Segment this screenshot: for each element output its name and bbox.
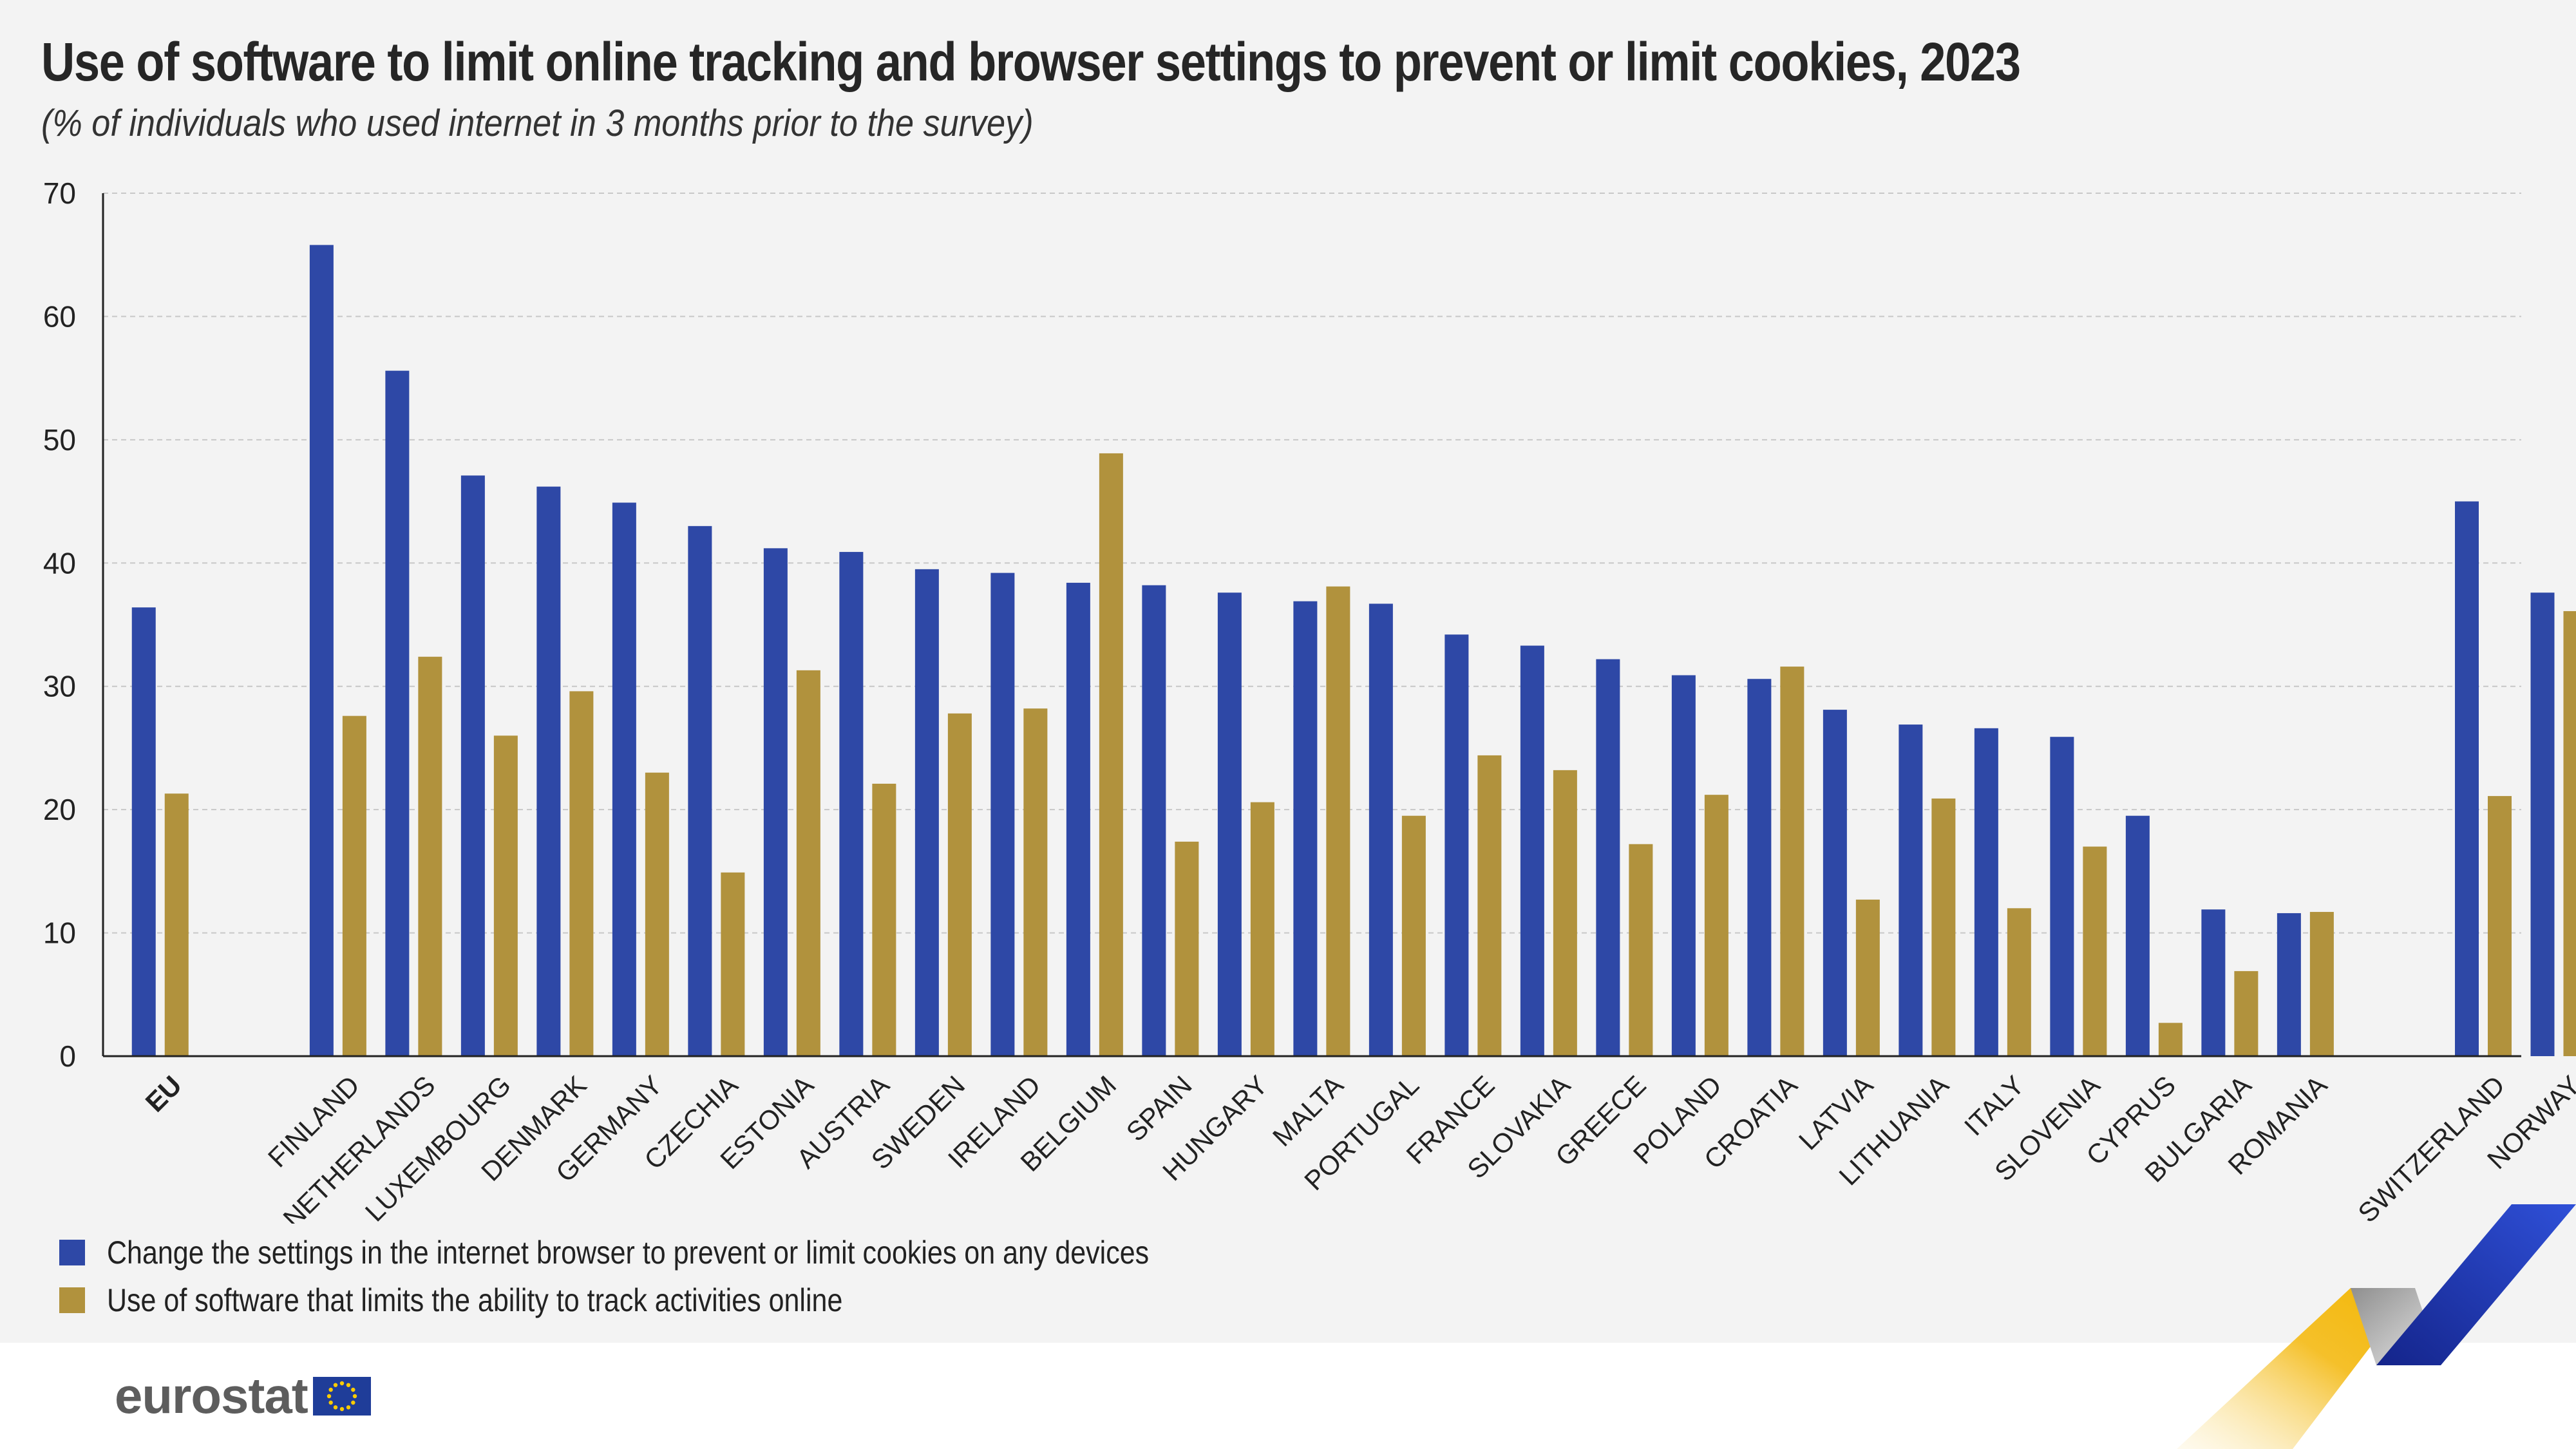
bar-portugal-series-1 xyxy=(1368,603,1393,1056)
bar-czechia-series-1 xyxy=(688,526,712,1056)
bar-ireland-series-1 xyxy=(990,573,1015,1056)
y-tick-label: 50 xyxy=(43,423,76,457)
flag-star xyxy=(328,1387,333,1392)
bar-greece-series-1 xyxy=(1596,659,1620,1056)
bar-croatia-series-2 xyxy=(1780,667,1804,1056)
bar-malta-series-1 xyxy=(1293,601,1318,1056)
bar-hungary-series-2 xyxy=(1250,802,1274,1056)
y-tick-label: 30 xyxy=(43,670,76,703)
bar-estonia-series-2 xyxy=(796,670,820,1056)
chart-subtitle: (% of individuals who used internet in 3… xyxy=(41,102,1034,144)
flag-star xyxy=(339,1381,344,1385)
bar-eu-series-1 xyxy=(131,607,156,1056)
bar-ireland-series-2 xyxy=(1023,708,1048,1056)
bar-germany-series-1 xyxy=(612,502,636,1056)
bar-switzerland-series-1 xyxy=(2455,501,2479,1056)
bar-lithuania-series-2 xyxy=(1931,798,1956,1056)
bar-romania-series-1 xyxy=(2277,913,2301,1056)
bar-latvia-series-2 xyxy=(1855,899,1880,1056)
flag-star xyxy=(333,1405,337,1410)
bar-slovenia-series-1 xyxy=(2050,737,2074,1056)
bar-estonia-series-1 xyxy=(763,548,788,1056)
flag-star xyxy=(352,1394,357,1398)
eurostat-logo: eurostat xyxy=(115,1367,371,1425)
yellow-chevron xyxy=(2177,1288,2415,1449)
bar-denmark-series-1 xyxy=(536,486,561,1056)
y-tick-label: 0 xyxy=(59,1039,76,1073)
bar-france-series-2 xyxy=(1477,755,1502,1056)
bar-austria-series-1 xyxy=(839,552,864,1056)
legend: Change the settings in the internet brow… xyxy=(59,1229,1319,1324)
bar-switzerland-series-2 xyxy=(2488,796,2512,1056)
flag-star xyxy=(350,1387,355,1392)
y-tick-label: 40 xyxy=(43,546,76,580)
bar-cyprus-series-1 xyxy=(2125,815,2150,1056)
bar-latvia-series-1 xyxy=(1823,710,1847,1056)
bar-hungary-series-1 xyxy=(1217,592,1242,1056)
bar-greece-series-2 xyxy=(1629,844,1653,1056)
bar-luxembourg-series-1 xyxy=(460,475,485,1056)
bar-spain-series-1 xyxy=(1142,585,1166,1056)
flag-star xyxy=(339,1406,344,1411)
legend-label-tracking-software: Use of software that limits the ability … xyxy=(107,1282,843,1318)
bar-luxembourg-series-2 xyxy=(493,735,518,1056)
bar-germany-series-2 xyxy=(645,772,669,1056)
legend-item-browser-settings: Change the settings in the internet brow… xyxy=(59,1229,1319,1276)
bar-czechia-series-2 xyxy=(721,872,745,1056)
flag-star xyxy=(328,1400,333,1405)
bar-belgium-series-2 xyxy=(1099,453,1123,1056)
bars xyxy=(131,245,2576,1056)
bar-poland-series-1 xyxy=(1671,675,1696,1056)
y-axis-ticks: 0 10 20 30 40 50 60 70 xyxy=(43,176,76,1073)
legend-label-browser-settings: Change the settings in the internet brow… xyxy=(107,1235,1150,1271)
flag-star xyxy=(333,1382,337,1387)
bar-france-series-1 xyxy=(1444,634,1469,1056)
bar-finland-series-1 xyxy=(309,245,334,1056)
legend-swatch-blue xyxy=(59,1240,85,1265)
bar-netherlands-series-1 xyxy=(385,370,410,1056)
bar-slovenia-series-2 xyxy=(2083,846,2107,1056)
bar-cyprus-series-2 xyxy=(2158,1023,2183,1056)
bar-malta-series-2 xyxy=(1326,586,1350,1056)
legend-swatch-gold xyxy=(59,1287,85,1313)
blue-chevron xyxy=(2376,1204,2576,1365)
footer-band xyxy=(0,1343,2576,1449)
bar-sweden-series-1 xyxy=(914,569,939,1056)
flag-star xyxy=(346,1382,350,1387)
bar-slovakia-series-2 xyxy=(1553,770,1577,1056)
bar-norway-series-2 xyxy=(2563,611,2576,1056)
bar-poland-series-2 xyxy=(1704,795,1728,1056)
chart-title: Use of software to limit online tracking… xyxy=(41,32,2021,92)
bar-netherlands-series-2 xyxy=(418,656,442,1056)
bar-sweden-series-2 xyxy=(947,713,972,1056)
bar-lithuania-series-1 xyxy=(1899,724,1923,1056)
bar-italy-series-1 xyxy=(1974,728,1998,1056)
bar-eu-series-2 xyxy=(164,793,189,1056)
bar-norway-series-1 xyxy=(2530,592,2555,1056)
bar-slovakia-series-1 xyxy=(1520,645,1544,1056)
bar-croatia-series-1 xyxy=(1747,679,1772,1056)
bar-bulgaria-series-2 xyxy=(2234,971,2259,1056)
bar-denmark-series-2 xyxy=(569,691,594,1056)
bar-finland-series-2 xyxy=(342,715,366,1056)
bar-austria-series-2 xyxy=(872,783,896,1056)
y-tick-label: 10 xyxy=(43,916,76,950)
flag-star xyxy=(346,1405,350,1410)
bar-bulgaria-series-1 xyxy=(2201,909,2226,1056)
eurostat-wordmark: eurostat xyxy=(115,1367,308,1424)
bar-italy-series-2 xyxy=(2007,908,2031,1056)
eu-flag-icon xyxy=(312,1376,371,1416)
bar-belgium-series-1 xyxy=(1066,582,1090,1056)
legend-item-tracking-software: Use of software that limits the ability … xyxy=(59,1276,1319,1324)
bar-spain-series-2 xyxy=(1175,841,1199,1056)
flag-star xyxy=(327,1394,331,1398)
bar-romania-series-2 xyxy=(2309,912,2334,1056)
y-tick-label: 60 xyxy=(43,299,76,333)
y-tick-label: 20 xyxy=(43,793,76,826)
flag-star xyxy=(350,1400,355,1405)
y-tick-label: 70 xyxy=(43,176,76,210)
bar-portugal-series-2 xyxy=(1401,815,1426,1056)
